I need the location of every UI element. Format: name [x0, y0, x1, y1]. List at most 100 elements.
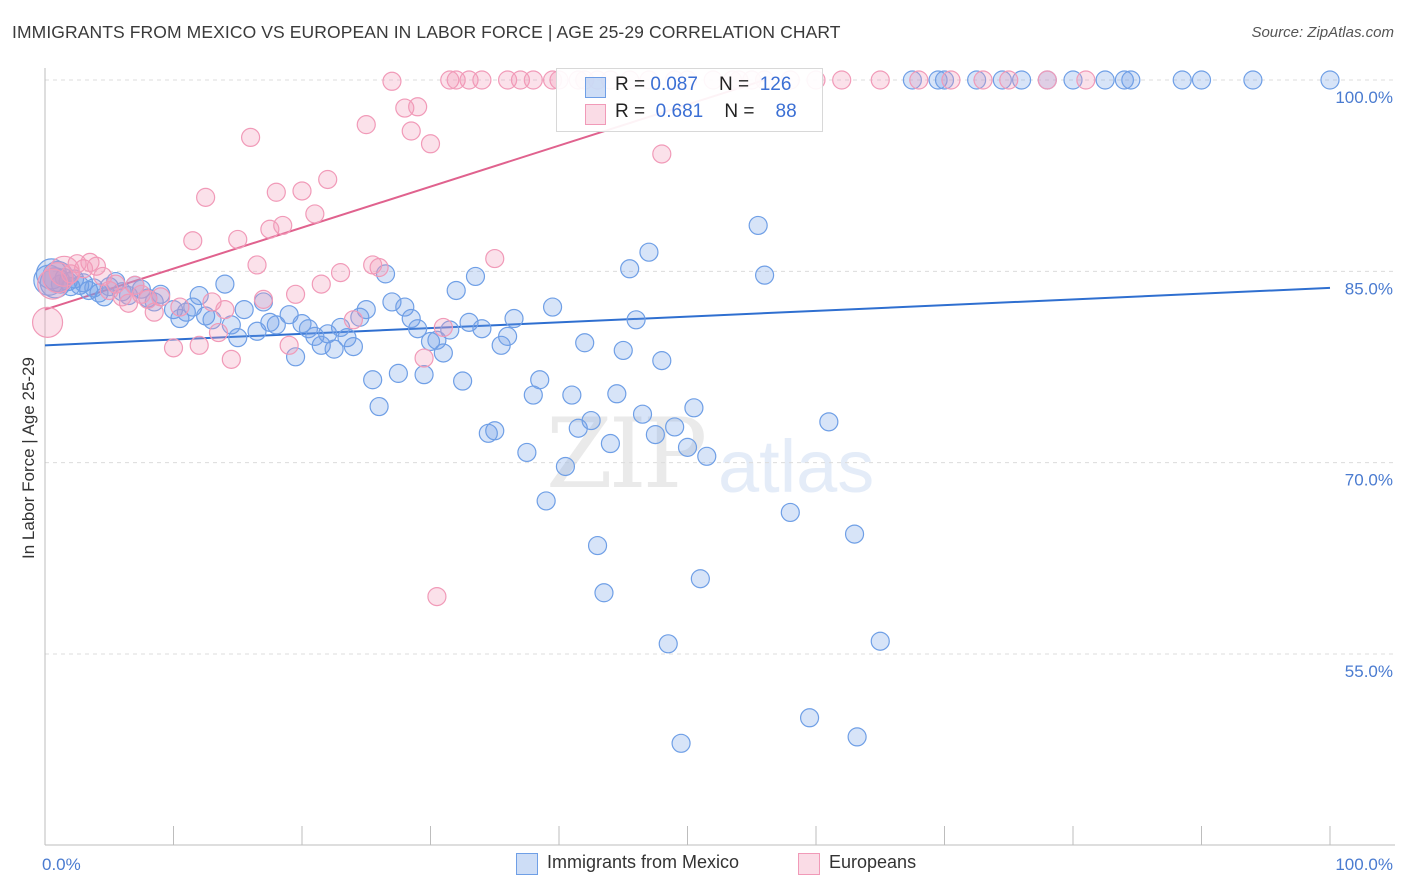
bottom-legend-label: Europeans [829, 852, 917, 872]
point-europeans [273, 215, 293, 236]
bottom-legend-swatch-blue [516, 853, 538, 875]
point-europeans [151, 287, 171, 307]
point-mexico [311, 335, 331, 355]
point-mexico [485, 421, 505, 441]
point-mexico [433, 343, 453, 363]
point-mexico [600, 433, 621, 454]
point-europeans [369, 257, 389, 278]
point-europeans [163, 338, 184, 358]
point-mexico [607, 384, 627, 404]
point-europeans [292, 181, 312, 201]
point-mexico [967, 70, 987, 90]
point-mexico [504, 308, 524, 329]
point-mexico [632, 404, 653, 424]
watermark-zip: ZIP [546, 398, 707, 510]
point-europeans [266, 182, 286, 202]
point-europeans [61, 264, 81, 284]
point-mexico [1172, 70, 1192, 90]
data-points [31, 70, 1340, 753]
point-mexico [639, 242, 659, 262]
point-mexico [1095, 70, 1115, 90]
point-europeans [485, 248, 505, 269]
legend-swatch-blue [585, 77, 606, 98]
y-tick-label: 70.0% [1345, 471, 1393, 490]
point-mexico [234, 300, 254, 320]
point-mexico [356, 300, 376, 320]
legend-n-label: N = [719, 74, 755, 95]
point-europeans [999, 70, 1019, 90]
point-mexico [934, 70, 955, 90]
legend-swatch-pink [585, 104, 606, 125]
point-mexico [472, 319, 492, 339]
point-mexico [228, 328, 248, 348]
point-mexico [388, 363, 408, 383]
point-mexico [819, 412, 839, 432]
point-europeans [228, 229, 248, 250]
point-mexico [343, 336, 363, 357]
point-mexico [363, 370, 383, 390]
point-europeans [131, 284, 151, 304]
point-europeans [183, 231, 203, 251]
point-europeans [652, 144, 672, 164]
point-mexico [298, 319, 319, 339]
point-europeans [189, 335, 209, 355]
point-europeans [420, 134, 441, 154]
point-mexico [658, 634, 678, 654]
legend-n-value: 88 [775, 101, 797, 122]
point-mexico [530, 370, 550, 390]
point-mexico [215, 274, 235, 294]
point-mexico [536, 491, 556, 511]
point-europeans [870, 70, 890, 90]
point-mexico [847, 727, 867, 747]
point-mexico [408, 319, 428, 339]
bottom-legend-label: Immigrants from Mexico [547, 852, 740, 872]
point-mexico [562, 385, 582, 405]
point-mexico [902, 70, 922, 90]
point-mexico [870, 631, 890, 651]
point-europeans [215, 300, 235, 320]
point-europeans [247, 255, 267, 275]
point-europeans [832, 70, 852, 90]
point-europeans [279, 335, 299, 355]
point-mexico [369, 396, 389, 417]
point-mexico [324, 339, 344, 359]
point-mexico [684, 398, 704, 418]
point-mexico [517, 442, 537, 463]
point-mexico [665, 417, 685, 437]
point-mexico [395, 297, 415, 317]
point-mexico [575, 333, 595, 353]
legend-r-value: 0.681 [655, 101, 704, 122]
point-europeans [260, 219, 280, 239]
point-mexico [1191, 70, 1212, 90]
point-mexico [587, 535, 608, 556]
legend-r-label: R = [615, 74, 651, 95]
point-europeans [196, 187, 216, 207]
point-mexico [780, 502, 800, 523]
point-mexico [292, 314, 312, 334]
point-mexico [414, 365, 434, 385]
point-mexico [844, 524, 865, 544]
point-europeans [208, 322, 229, 343]
point-europeans [356, 115, 376, 135]
chart-title: IMMIGRANTS FROM MEXICO VS EUROPEAN IN LA… [12, 22, 841, 42]
point-mexico [690, 569, 710, 589]
legend-r-value: 0.087 [650, 74, 698, 95]
tick-labels: 55.0% 70.0% 85.0% 100.0% 0.0% 100.0% [42, 88, 1393, 874]
point-europeans [241, 127, 261, 147]
point-mexico [992, 70, 1012, 90]
gridlines [45, 79, 1395, 655]
point-europeans [86, 256, 107, 276]
x-tick-label: 0.0% [42, 855, 81, 874]
point-mexico [446, 280, 466, 301]
point-mexico [465, 266, 486, 287]
source-label: Source: ZipAtlas.com [1251, 24, 1394, 41]
point-europeans [433, 317, 453, 338]
point-europeans [305, 204, 325, 224]
point-mexico [697, 446, 717, 466]
y-tick-label: 100.0% [1335, 88, 1393, 107]
point-europeans [414, 348, 434, 368]
point-europeans [170, 297, 190, 317]
point-europeans [343, 310, 363, 330]
point-mexico [420, 331, 441, 352]
